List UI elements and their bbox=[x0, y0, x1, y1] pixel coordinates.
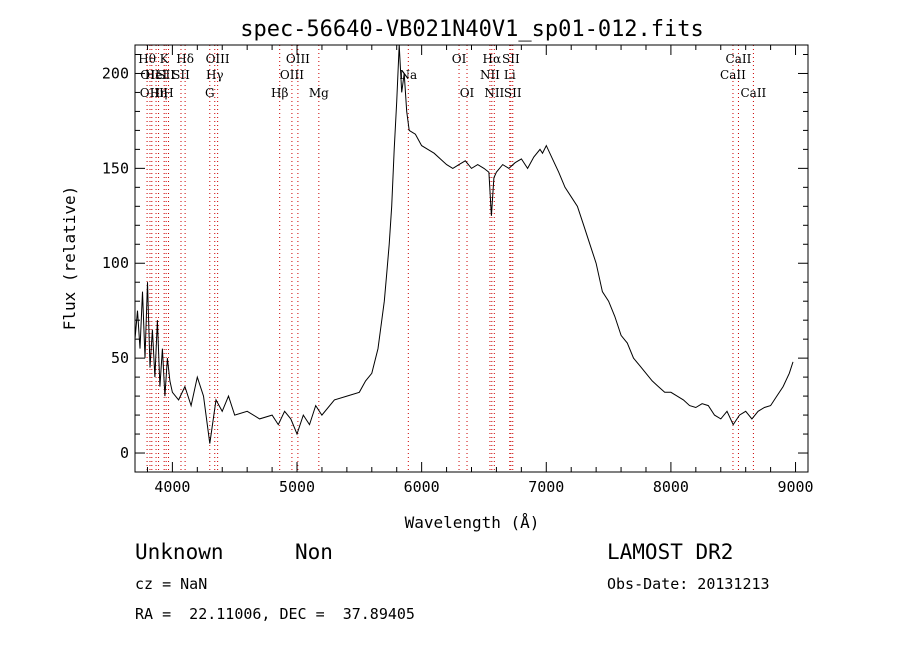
line-marker-label: Hη bbox=[150, 86, 168, 100]
line-marker-label: SII bbox=[502, 52, 520, 66]
spectral-line-markers bbox=[146, 45, 754, 472]
line-marker-label: OIII bbox=[140, 86, 164, 100]
line-marker-label: CaII bbox=[720, 68, 746, 82]
line-marker-label: H bbox=[163, 86, 173, 100]
x-axis-label: Wavelength (Å) bbox=[405, 513, 540, 532]
y-tick-label: 0 bbox=[120, 444, 129, 462]
line-marker-label: SII bbox=[504, 86, 522, 100]
x-tick-label: 8000 bbox=[653, 478, 689, 496]
spectrum-line bbox=[134, 44, 794, 444]
line-marker-label: Mg bbox=[309, 86, 329, 100]
x-tick-label: 4000 bbox=[154, 478, 190, 496]
object-class: Unknown bbox=[135, 540, 224, 564]
chart-title: spec-56640-VB021N40V1_sp01-012.fits bbox=[240, 17, 704, 42]
line-marker-label: Hβ bbox=[271, 86, 288, 100]
line-marker-label: OIII bbox=[286, 52, 310, 66]
line-marker-label: Hδ bbox=[176, 52, 194, 66]
object-subclass: Non bbox=[295, 540, 333, 564]
y-axis-label: Flux (relative) bbox=[60, 186, 79, 331]
line-marker-label: OI bbox=[460, 86, 475, 100]
line-marker-label: Li bbox=[504, 68, 516, 82]
line-marker-label: Na bbox=[399, 68, 417, 82]
line-marker-label: G bbox=[205, 86, 215, 100]
line-marker-label: OIII bbox=[206, 52, 230, 66]
y-tick-label: 200 bbox=[102, 64, 129, 82]
line-marker-label: SII bbox=[157, 68, 175, 82]
plot-frame bbox=[134, 44, 809, 473]
line-marker-label: SII bbox=[172, 68, 190, 82]
line-marker-label: Hγ bbox=[206, 68, 224, 82]
spectral-line-labels: HθOIIOIIIHeIHηKSIIHSIIHδGHγOIIIHβOIIIOII… bbox=[138, 52, 766, 100]
line-marker-label: K bbox=[160, 52, 170, 66]
redshift-cz: cz = NaN bbox=[135, 575, 208, 593]
observation-date: Obs-Date: 20131213 bbox=[607, 575, 770, 593]
line-marker-label: Hθ bbox=[138, 52, 156, 66]
y-tick-label: 50 bbox=[111, 349, 129, 367]
x-tick-label: 7000 bbox=[528, 478, 564, 496]
line-marker-label: NII bbox=[480, 68, 500, 82]
line-marker-label: NII bbox=[484, 86, 504, 100]
line-marker-label: OIII bbox=[280, 68, 304, 82]
x-tick-label: 5000 bbox=[279, 478, 315, 496]
line-marker-label: HeI bbox=[145, 68, 168, 82]
axis-ticks: 4000 5000 6000 7000 8000 9000 0 50 100 150 200 bbox=[102, 45, 814, 496]
line-marker-label: OI bbox=[452, 52, 467, 66]
y-tick-label: 100 bbox=[102, 254, 129, 272]
survey-name: LAMOST DR2 bbox=[607, 540, 734, 564]
y-tick-label: 150 bbox=[102, 159, 129, 177]
x-tick-label: 6000 bbox=[404, 478, 440, 496]
line-marker-label: CaII bbox=[740, 86, 766, 100]
line-marker-label: OII bbox=[140, 68, 160, 82]
line-marker-label: CaII bbox=[726, 52, 752, 66]
x-tick-label: 9000 bbox=[777, 478, 813, 496]
line-marker-label: Hα bbox=[483, 52, 502, 66]
coordinates: RA = 22.11006, DEC = 37.89405 bbox=[135, 605, 415, 623]
